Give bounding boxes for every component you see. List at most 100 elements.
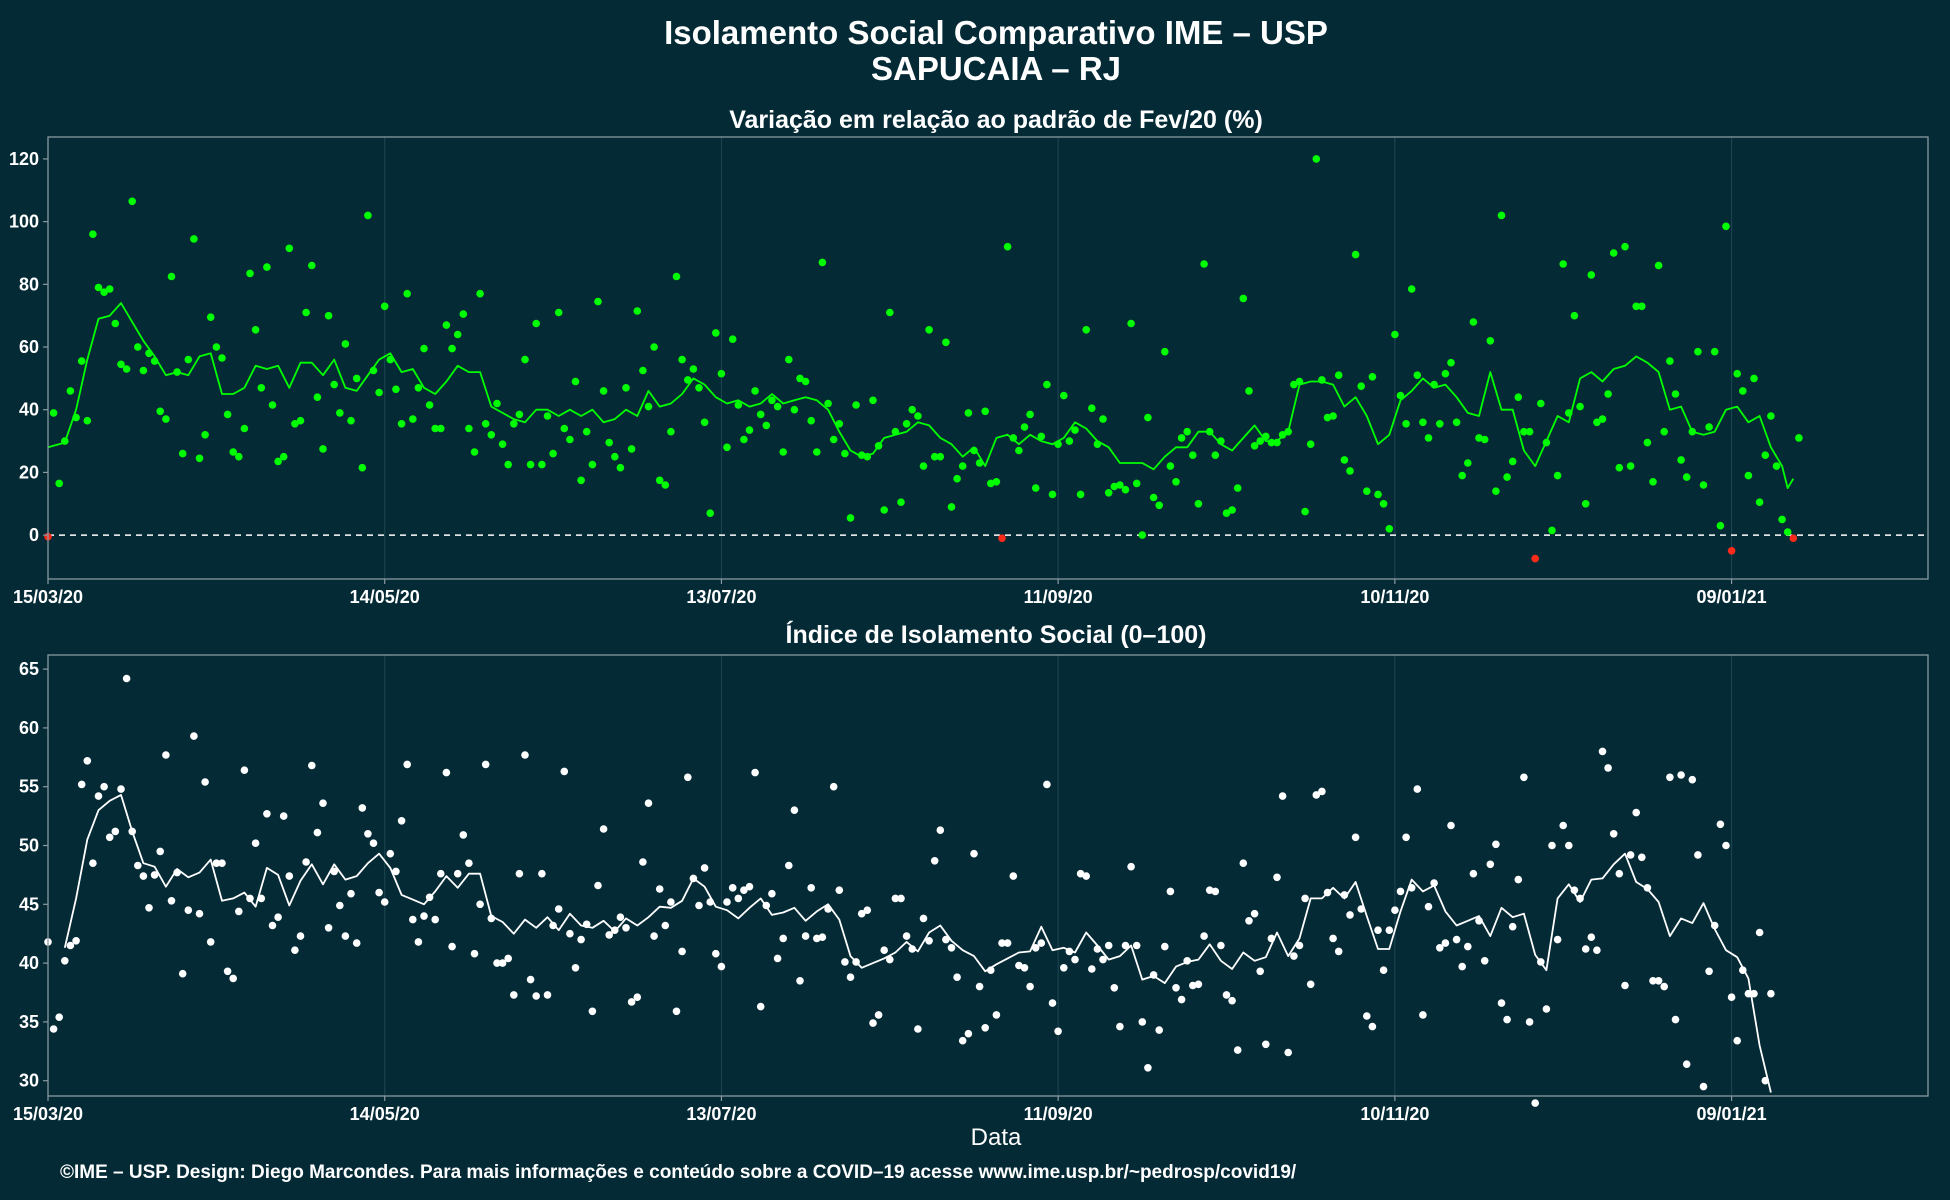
variation-point bbox=[128, 197, 136, 206]
variation-point bbox=[1385, 525, 1394, 533]
index-point bbox=[577, 935, 585, 944]
variation-point bbox=[1458, 471, 1466, 480]
index-point bbox=[358, 804, 367, 812]
variation-point bbox=[1559, 260, 1567, 268]
index-point bbox=[240, 766, 249, 774]
index-point bbox=[100, 782, 108, 791]
variation-point bbox=[285, 244, 294, 253]
index-point bbox=[1396, 887, 1405, 896]
index-point bbox=[695, 901, 703, 910]
index-point bbox=[1767, 989, 1775, 998]
index-point bbox=[672, 1007, 681, 1016]
variation-point bbox=[672, 272, 681, 281]
index-point bbox=[403, 760, 412, 769]
variation-point bbox=[1413, 371, 1422, 380]
variation-point bbox=[588, 460, 597, 469]
variation-point bbox=[302, 308, 310, 317]
y-tick-label: 120 bbox=[9, 149, 39, 169]
index-point bbox=[122, 674, 131, 683]
index-point bbox=[554, 905, 563, 913]
variation-point bbox=[1149, 493, 1158, 502]
variation-point bbox=[1671, 390, 1680, 398]
index-point bbox=[908, 945, 916, 953]
variation-point bbox=[1783, 528, 1792, 536]
index-point bbox=[1385, 926, 1394, 934]
index-point bbox=[1430, 879, 1438, 887]
index-point bbox=[352, 939, 361, 947]
variation-point bbox=[1363, 487, 1371, 496]
variation-point bbox=[319, 445, 327, 453]
variation-point bbox=[897, 498, 905, 507]
variation-point bbox=[852, 401, 860, 409]
index-point bbox=[347, 889, 355, 898]
index-point bbox=[852, 958, 860, 966]
variation-point bbox=[105, 285, 114, 293]
variation-point bbox=[1340, 456, 1349, 464]
variation-point bbox=[689, 365, 698, 373]
variation-point bbox=[212, 343, 221, 351]
variation-point bbox=[594, 297, 602, 306]
variation-point bbox=[1537, 399, 1545, 408]
index-point bbox=[1649, 977, 1657, 985]
y-tick-label: 20 bbox=[19, 462, 39, 482]
index-point bbox=[599, 825, 608, 833]
variation-point bbox=[425, 401, 434, 409]
variation-point bbox=[706, 509, 714, 517]
index-point bbox=[566, 929, 574, 938]
variation-point bbox=[240, 424, 249, 433]
index-point bbox=[970, 849, 978, 858]
variation-point bbox=[279, 452, 288, 461]
index-point bbox=[167, 897, 176, 905]
variation-point bbox=[1508, 457, 1517, 466]
x-tick-label: 09/01/21 bbox=[1697, 587, 1767, 607]
index-x-axis: 15/03/20 14/05/20 13/07/20 11/09/20 10/11/20… bbox=[13, 1096, 1767, 1124]
variation-point bbox=[72, 413, 80, 422]
x-tick-label: 10/11/20 bbox=[1360, 1104, 1429, 1124]
index-point bbox=[582, 920, 591, 929]
variation-point bbox=[1138, 531, 1147, 539]
variation-point bbox=[914, 412, 922, 420]
variation-point bbox=[296, 416, 305, 425]
variation-point bbox=[538, 460, 546, 469]
variation-point bbox=[150, 357, 159, 365]
variation-point bbox=[1621, 242, 1629, 251]
index-point bbox=[661, 921, 670, 930]
variation-point bbox=[1088, 404, 1096, 413]
index-point bbox=[392, 867, 400, 876]
index-point bbox=[886, 955, 894, 964]
index-point bbox=[1194, 980, 1203, 989]
variation-point bbox=[639, 366, 647, 375]
index-point bbox=[863, 906, 872, 914]
index-point bbox=[285, 872, 294, 880]
index-point bbox=[55, 1013, 63, 1021]
variation-point bbox=[1155, 501, 1163, 510]
bottom-panel-subtitle: Índice de Isolamento Social (0–100) bbox=[786, 620, 1207, 649]
y-tick-label: 30 bbox=[19, 1071, 39, 1091]
index-point bbox=[1082, 872, 1090, 880]
variation-point bbox=[1520, 427, 1528, 436]
index-point bbox=[773, 954, 782, 963]
variation-point bbox=[139, 366, 148, 375]
index-point bbox=[420, 912, 428, 920]
index-point bbox=[1710, 921, 1719, 930]
variation-point bbox=[1767, 412, 1775, 420]
variation-point bbox=[835, 420, 844, 428]
variation-point bbox=[1127, 319, 1135, 328]
index-point bbox=[790, 806, 799, 814]
index-point bbox=[644, 799, 653, 807]
variation-point bbox=[336, 409, 344, 417]
variation-point bbox=[1262, 432, 1270, 441]
index-point bbox=[712, 949, 720, 958]
variation-point bbox=[274, 457, 282, 466]
index-point bbox=[841, 958, 849, 966]
variation-point bbox=[1761, 451, 1770, 460]
index-point bbox=[364, 830, 372, 838]
variation-point bbox=[218, 354, 226, 362]
index-point bbox=[375, 888, 383, 897]
index-point bbox=[538, 869, 546, 878]
index-point bbox=[1290, 952, 1298, 960]
index-point bbox=[1071, 955, 1079, 964]
variation-point bbox=[1267, 438, 1276, 447]
x-tick-label: 13/07/20 bbox=[686, 587, 756, 607]
chart-title-line2: SAPUCAIA – RJ bbox=[871, 50, 1121, 87]
